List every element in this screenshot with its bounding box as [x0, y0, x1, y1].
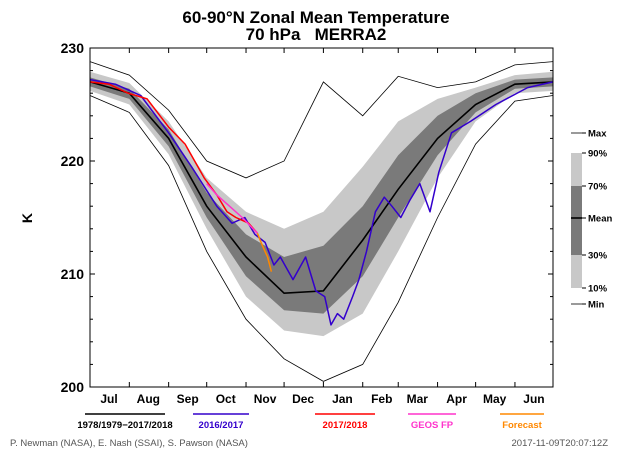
plot-frame — [89, 47, 554, 388]
band-legend-label: 90% — [588, 149, 608, 160]
y-axis-label: K — [19, 213, 35, 223]
x-tick-label: Oct — [216, 392, 236, 406]
series-line-geos-fp — [206, 183, 258, 234]
band-legend-label: 70% — [588, 182, 608, 193]
line-min — [89, 95, 554, 382]
series-legend: 1978/1979−2017/2018 2016/2017 2017/2018 GEO… — [77, 413, 544, 431]
chart-title: 60-90°N Zonal Mean Temperature — [182, 8, 449, 27]
x-tick-label: Jul — [100, 392, 117, 406]
x-tick-label: Sep — [177, 392, 199, 406]
x-tick-label: Aug — [137, 392, 160, 406]
band-legend-label: Min — [588, 300, 605, 311]
y-tick-label: 220 — [61, 153, 85, 169]
timestamp-text: 2017-11-09T20:07:12Z — [512, 438, 609, 449]
credit-text: P. Newman (NASA), E. Nash (SSAI), S. Paw… — [10, 438, 248, 449]
series-line-forecast — [256, 233, 273, 272]
legend-label: 2016/2017 — [199, 420, 244, 431]
x-tick-label: Feb — [371, 392, 392, 406]
x-tick-label: Jan — [332, 392, 353, 406]
band-legend: Max 90% 70% Mean 30% 10% Min — [571, 129, 612, 311]
band-legend-label: Mean — [588, 214, 612, 225]
series-line-2017-2018 — [89, 81, 258, 234]
x-tick-label: May — [483, 392, 507, 406]
band-legend-label: 10% — [588, 284, 608, 295]
band-30-70 — [90, 77, 553, 314]
x-tick-label: Nov — [254, 392, 277, 406]
y-tick-label: 210 — [61, 266, 85, 282]
band-legend-inner-swatch — [571, 186, 582, 255]
plot-area: 200 210 220 230 Jul Aug Sep Oct Nov Dec Jan Feb Mar A… — [61, 40, 554, 406]
y-tick-label: 230 — [61, 40, 85, 56]
chart-subtitle: 70 hPa MERRA2 — [246, 25, 387, 44]
x-tick-label: Apr — [446, 392, 467, 406]
line-max — [89, 61, 554, 179]
x-tick-label: Mar — [407, 392, 429, 406]
line-mean — [89, 81, 554, 295]
band-legend-label: Max — [588, 129, 607, 140]
x-tick-label: Dec — [292, 392, 314, 406]
y-tick-label: 200 — [61, 379, 85, 395]
x-tick-label: Jun — [523, 392, 544, 406]
legend-label: Forecast — [502, 420, 542, 431]
legend-label: GEOS FP — [411, 420, 454, 431]
series-line-2016-2017 — [89, 78, 554, 326]
legend-label: 2017/2018 — [323, 420, 368, 431]
legend-label: 1978/1979−2017/2018 — [77, 420, 172, 431]
band-legend-label: 30% — [588, 251, 608, 262]
